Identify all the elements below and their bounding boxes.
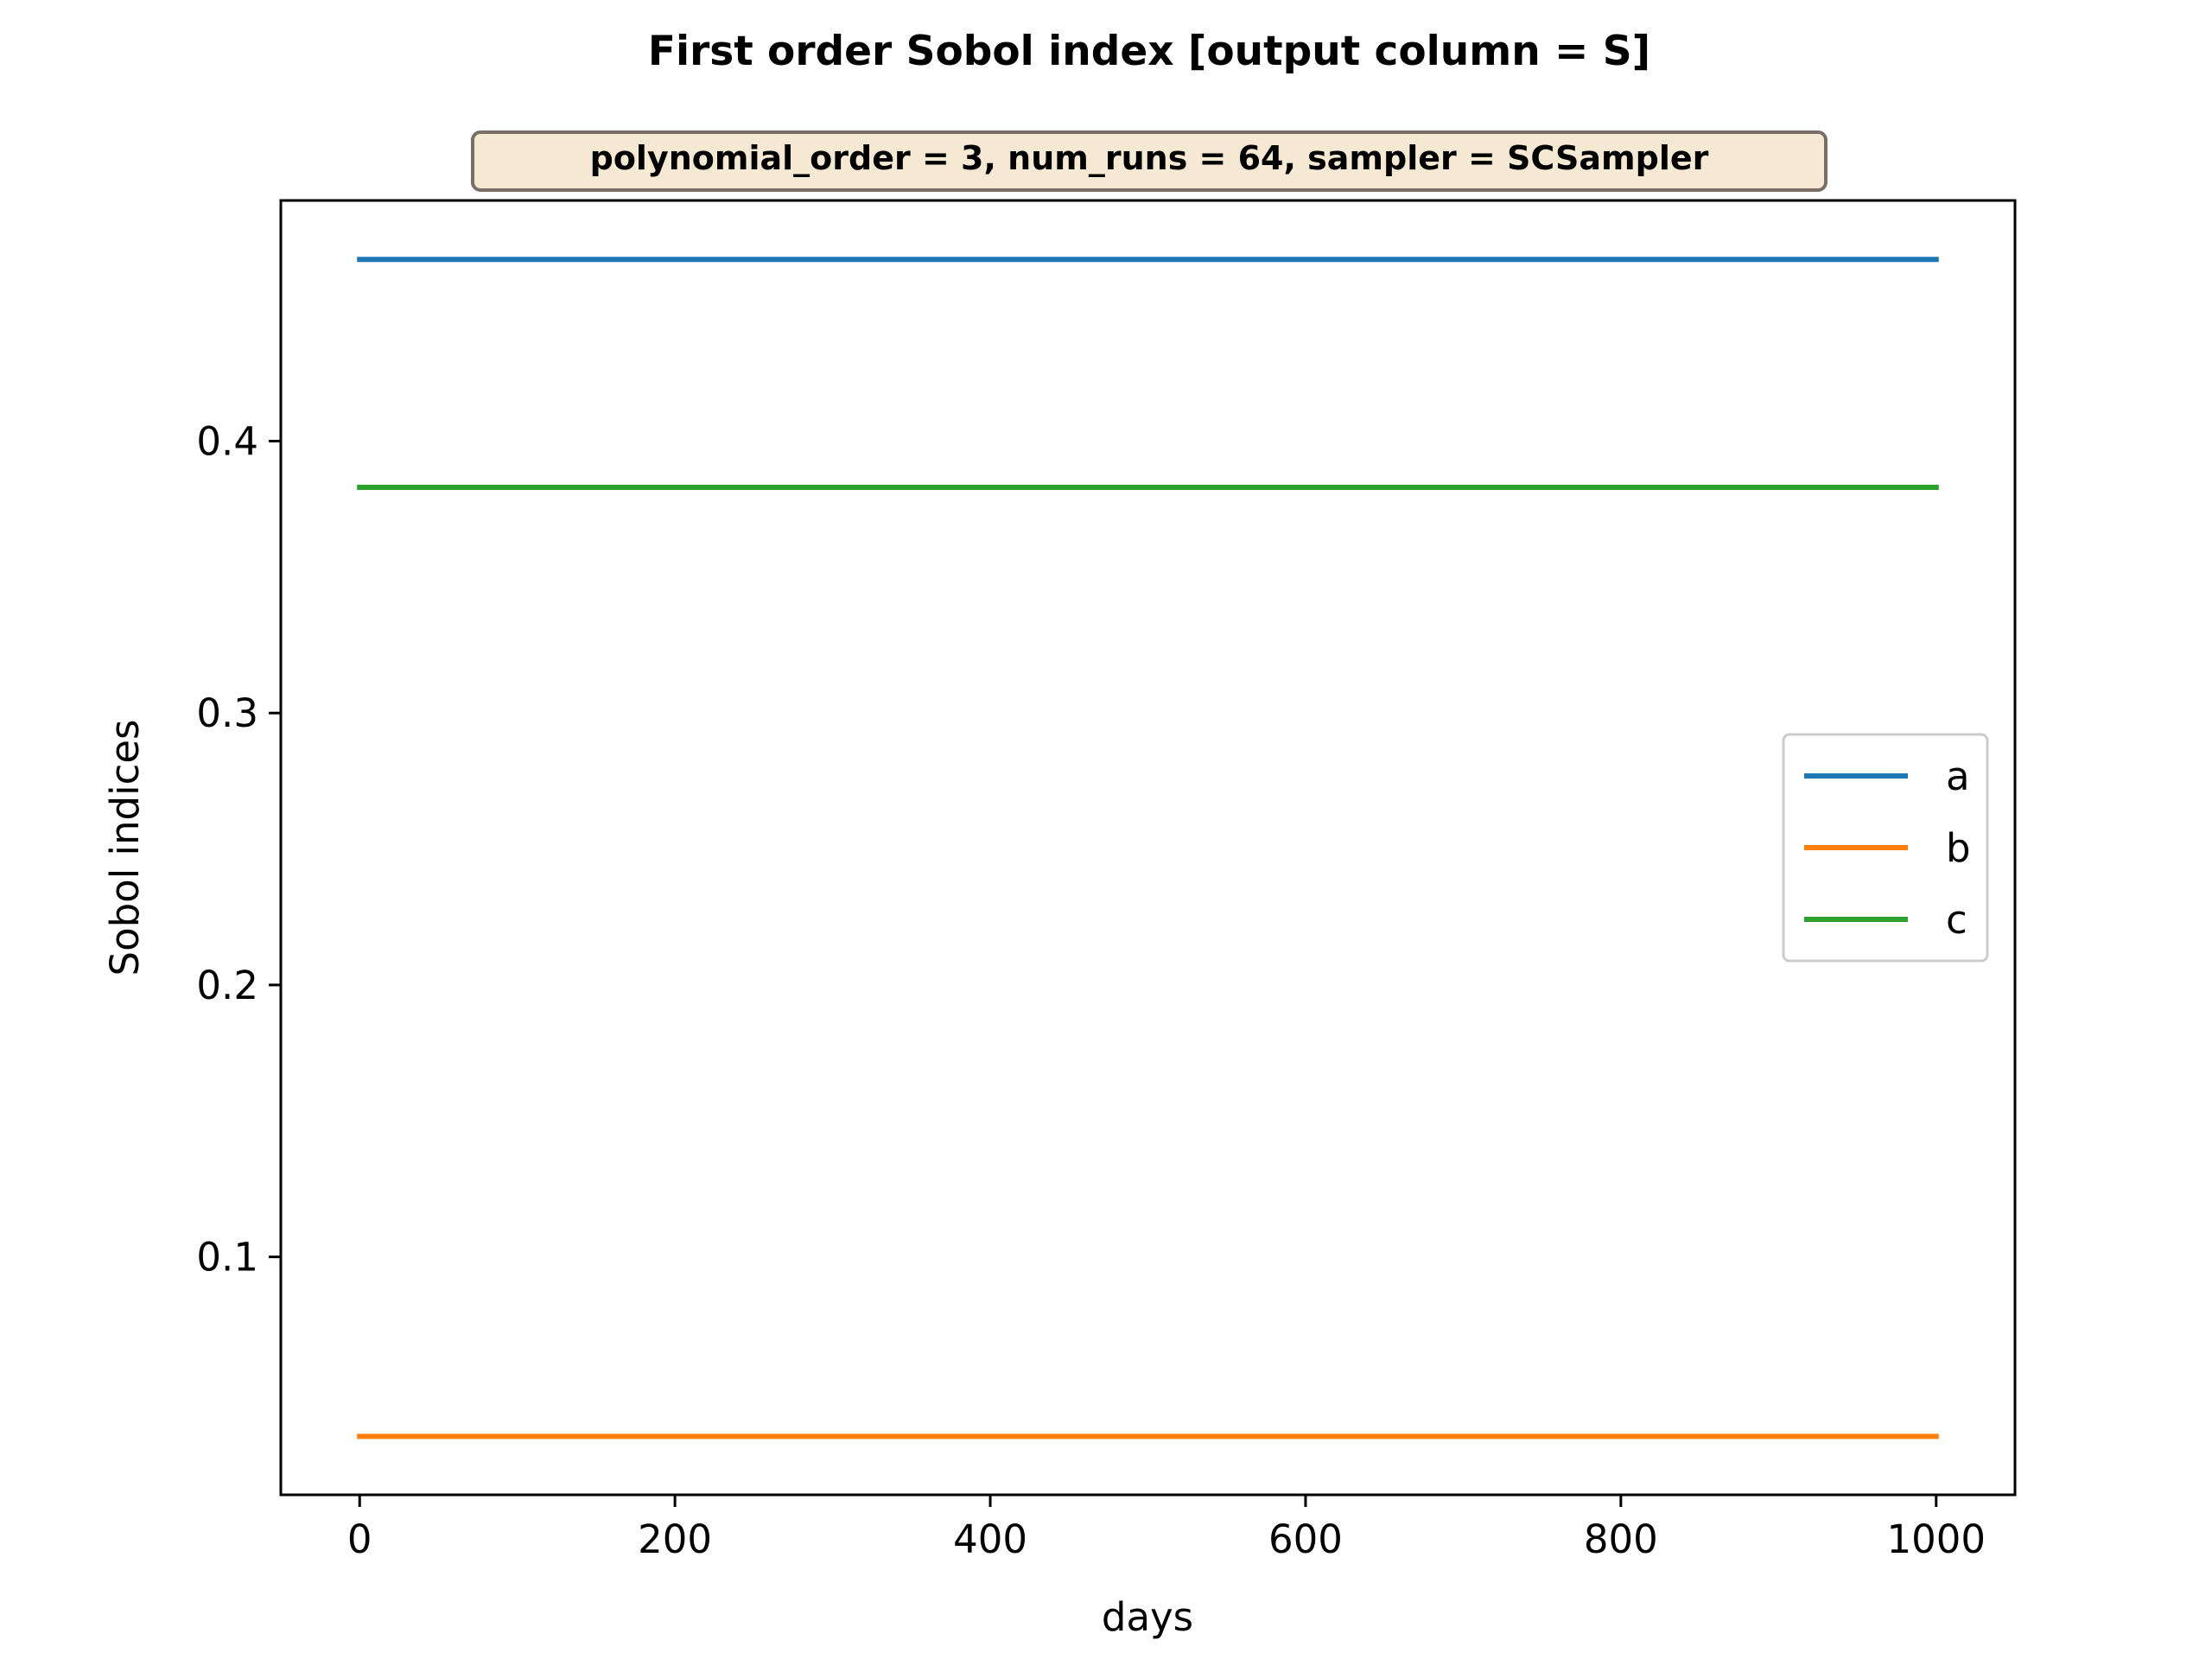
- x-tick-label: 0: [347, 1516, 372, 1562]
- x-tick-label: 200: [638, 1516, 712, 1562]
- y-axis: 0.1 0.2 0.3 0.4: [196, 419, 281, 1281]
- x-tick-label: 800: [1584, 1516, 1658, 1562]
- chart-title: First order Sobol index [output column =…: [648, 28, 1650, 75]
- x-tick-label: 1000: [1887, 1516, 1986, 1562]
- legend-label-c: c: [1946, 897, 1967, 943]
- y-tick-label: 0.1: [196, 1235, 258, 1281]
- subtitle-box: polynomial_order = 3, num_runs = 64, sam…: [471, 130, 1827, 192]
- legend: abc: [1782, 733, 1989, 963]
- x-axis-label: days: [1102, 1594, 1193, 1640]
- y-tick-label: 0.3: [196, 690, 258, 736]
- y-tick-label: 0.4: [196, 419, 258, 465]
- series-layer: [357, 257, 1939, 1440]
- x-tick-label: 600: [1268, 1516, 1343, 1562]
- plot-frame: [279, 199, 2017, 1497]
- chart-subtitle: polynomial_order = 3, num_runs = 64, sam…: [590, 139, 1709, 177]
- legend-label-b: b: [1946, 825, 1971, 871]
- x-tick-label: 400: [953, 1516, 1027, 1562]
- subtitle-box-frame: [471, 130, 1827, 192]
- plot-area: [279, 199, 2017, 1497]
- legend-label-a: a: [1946, 753, 1970, 799]
- y-tick-label: 0.2: [196, 963, 258, 1008]
- y-axis-label: Sobol indices: [102, 720, 148, 976]
- x-axis: 0 200 400 600 800 1000: [347, 1495, 1986, 1562]
